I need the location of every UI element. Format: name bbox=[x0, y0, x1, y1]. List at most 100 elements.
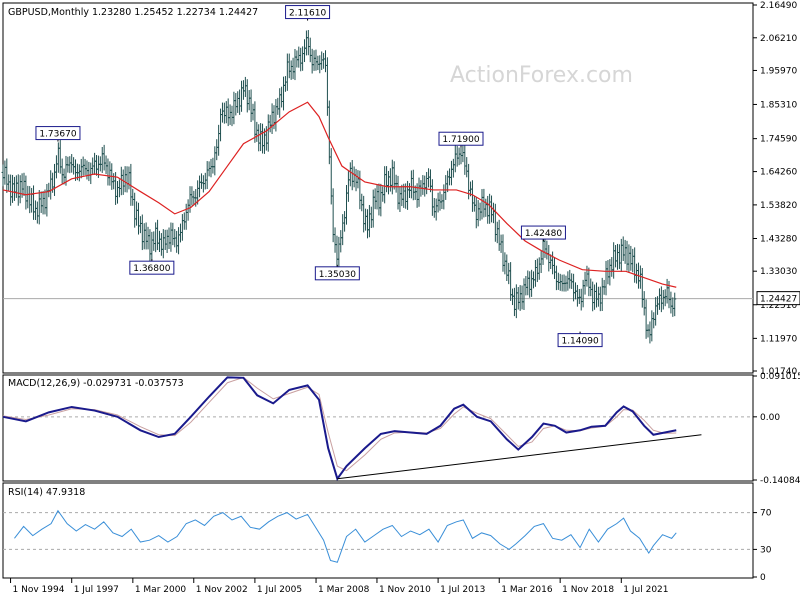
price-bar bbox=[198, 175, 202, 198]
price-bar bbox=[270, 103, 274, 135]
price-bar bbox=[440, 194, 444, 209]
price-bar bbox=[553, 257, 557, 280]
price-bar bbox=[12, 176, 16, 201]
price-bar bbox=[570, 273, 574, 289]
price-bar bbox=[621, 236, 625, 261]
price-tick-label: 1.22510 bbox=[760, 301, 797, 311]
price-bar bbox=[35, 201, 39, 224]
price-bar bbox=[79, 158, 83, 179]
price-bar bbox=[72, 157, 76, 175]
price-bar bbox=[140, 214, 144, 251]
price-bar bbox=[152, 231, 156, 251]
price-bar bbox=[56, 142, 60, 173]
price-bar bbox=[249, 89, 253, 123]
price-bar bbox=[261, 123, 265, 154]
price-bar bbox=[238, 89, 242, 115]
x-tick-label: 1 Nov 2010 bbox=[379, 585, 431, 595]
price-bar bbox=[360, 193, 364, 212]
price-level-label: 1.14090 bbox=[557, 331, 603, 348]
price-level-text: 1.36800 bbox=[133, 264, 170, 274]
price-bar bbox=[312, 50, 316, 71]
price-bar bbox=[556, 272, 560, 290]
price-bar bbox=[385, 166, 389, 193]
price-level-text: 1.71900 bbox=[442, 135, 479, 145]
price-bar bbox=[85, 160, 89, 180]
macd-line bbox=[2, 376, 677, 481]
price-bar bbox=[522, 278, 526, 310]
price-bar bbox=[199, 173, 203, 189]
price-bar bbox=[283, 76, 287, 92]
price-bar bbox=[266, 114, 270, 152]
price-bar bbox=[28, 186, 32, 214]
price-bar bbox=[545, 240, 549, 260]
price-bar bbox=[5, 158, 9, 193]
price-bar bbox=[575, 284, 579, 307]
price-bar bbox=[474, 197, 478, 229]
price-bar bbox=[652, 312, 656, 329]
price-bar bbox=[322, 52, 326, 69]
macd-signal-line bbox=[2, 376, 677, 472]
price-bar bbox=[600, 277, 604, 312]
price-level-label: 1.42480 bbox=[520, 225, 566, 242]
time-x-axis: 1 Nov 1994 1 Jul 1997 1 Mar 2000 1 Nov 2002… bbox=[10, 578, 669, 595]
price-bar bbox=[7, 174, 11, 191]
price-bar bbox=[280, 86, 284, 108]
price-bar bbox=[316, 55, 320, 71]
price-bar bbox=[606, 260, 610, 285]
price-bar bbox=[220, 102, 224, 123]
price-bar bbox=[663, 289, 667, 307]
price-bar bbox=[299, 47, 303, 72]
price-bar bbox=[259, 123, 263, 152]
price-bar bbox=[154, 222, 158, 253]
price-bar bbox=[503, 252, 507, 275]
price-bar bbox=[159, 233, 163, 256]
price-bar bbox=[93, 152, 97, 175]
price-bar bbox=[77, 164, 81, 182]
price-bar bbox=[245, 79, 249, 113]
price-bar bbox=[594, 282, 598, 308]
price-level-text: 1.42480 bbox=[525, 229, 562, 239]
rsi-tick-label: 70 bbox=[760, 509, 772, 519]
price-bar bbox=[144, 222, 148, 250]
x-tick-label: 1 Nov 2018 bbox=[562, 585, 614, 595]
price-bar bbox=[348, 162, 352, 187]
price-bar bbox=[9, 174, 13, 206]
price-bar bbox=[640, 268, 644, 308]
price-bar bbox=[341, 214, 345, 246]
rsi-y-axis: 70 30 0 bbox=[753, 509, 772, 583]
price-bar bbox=[358, 170, 362, 210]
price-bar bbox=[512, 287, 516, 317]
price-bar bbox=[295, 50, 299, 68]
price-bar bbox=[524, 275, 528, 296]
price-bar bbox=[287, 53, 291, 79]
price-bar bbox=[138, 216, 142, 234]
price-bar bbox=[232, 91, 236, 125]
price-bar bbox=[346, 171, 350, 202]
price-bar bbox=[116, 181, 119, 204]
price-bar bbox=[297, 46, 301, 68]
price-bar bbox=[230, 105, 234, 127]
price-bar bbox=[53, 163, 57, 196]
price-bar bbox=[558, 273, 562, 291]
price-bar bbox=[108, 161, 112, 186]
price-bars bbox=[1, 30, 677, 344]
price-level-text: 1.73670 bbox=[39, 130, 76, 140]
price-bar bbox=[16, 174, 20, 206]
price-bar bbox=[572, 273, 576, 302]
rsi-panel-frame bbox=[2, 482, 754, 579]
x-tick-label: 1 Jul 2005 bbox=[257, 585, 302, 595]
price-bar bbox=[390, 159, 394, 195]
price-bar bbox=[54, 155, 58, 179]
price-bar bbox=[318, 55, 322, 74]
price-bar bbox=[411, 169, 415, 201]
x-tick-label: 1 Jul 1997 bbox=[74, 585, 119, 595]
price-level-box bbox=[557, 333, 603, 348]
price-bar bbox=[518, 285, 522, 311]
price-bar bbox=[610, 257, 614, 277]
price-bar bbox=[449, 160, 453, 186]
price-bar bbox=[537, 257, 541, 280]
price-bar bbox=[26, 185, 30, 209]
price-level-text: 1.35030 bbox=[319, 270, 356, 280]
price-bar bbox=[226, 98, 230, 127]
price-bar bbox=[98, 156, 102, 172]
